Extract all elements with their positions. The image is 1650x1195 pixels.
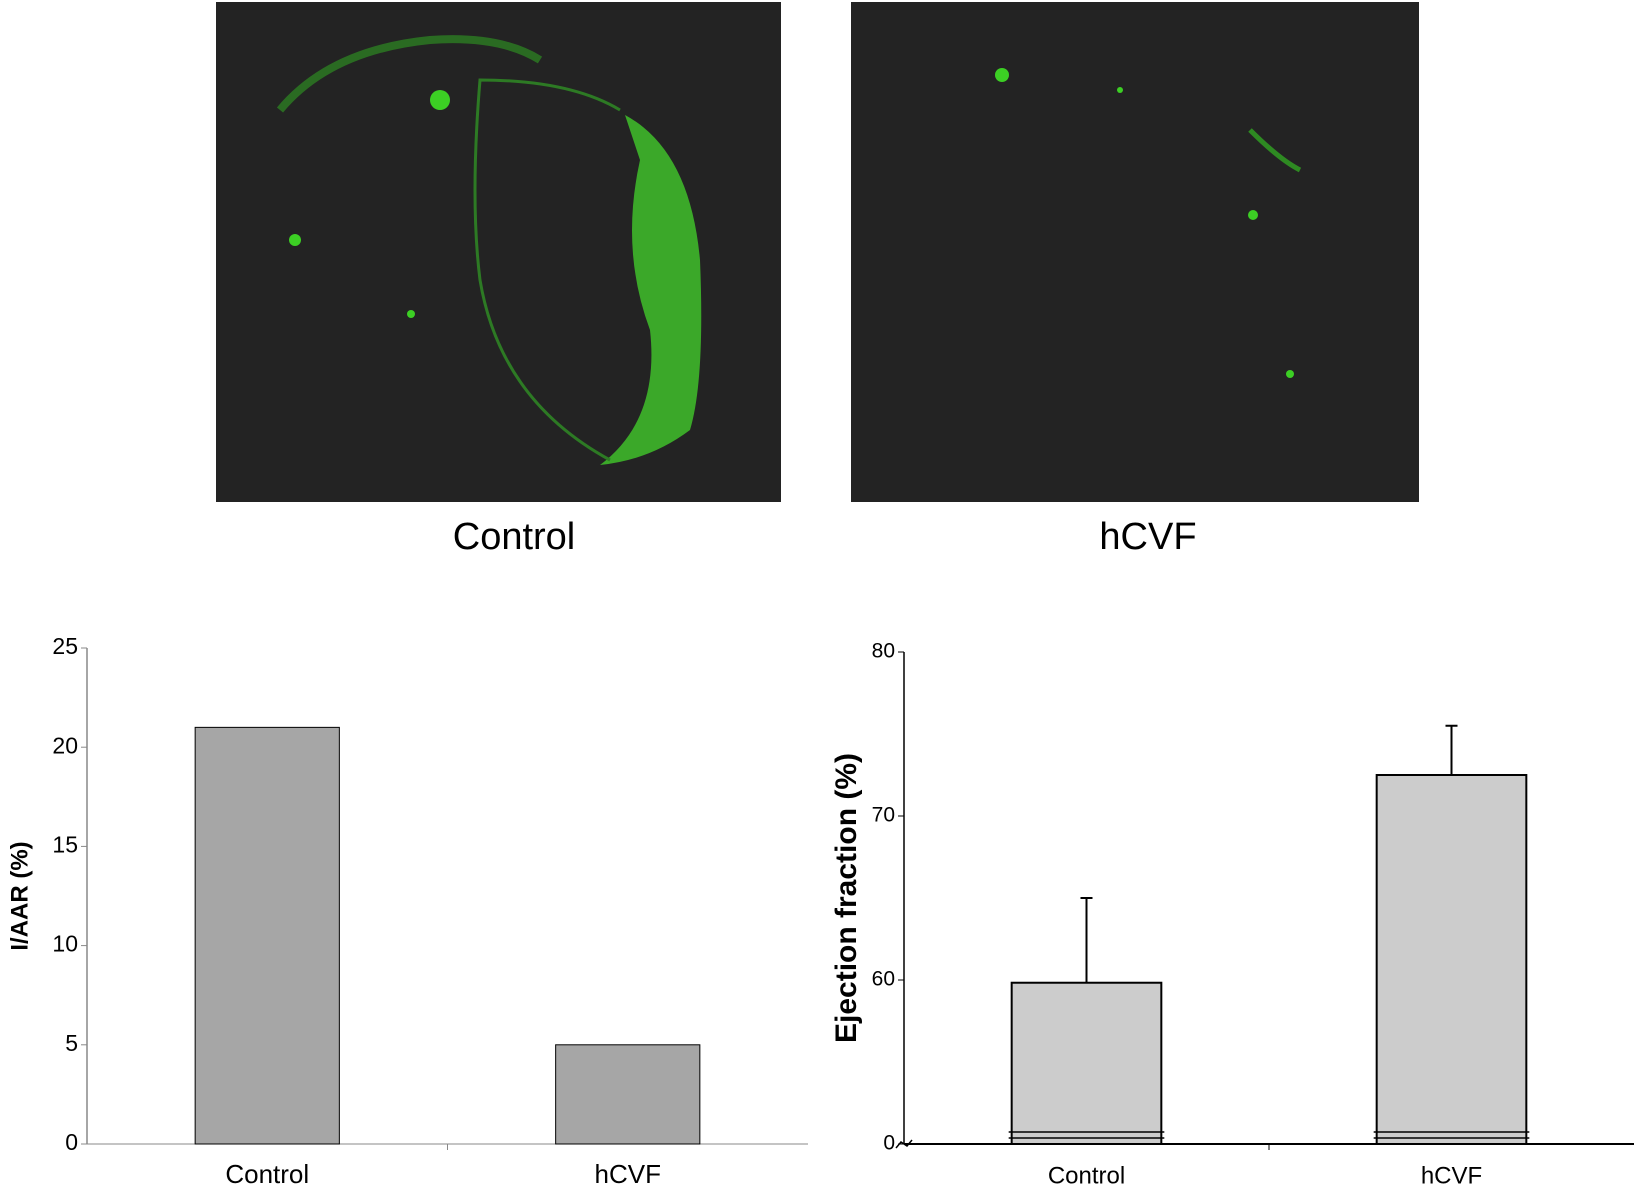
micrograph-hcvf: [851, 2, 1419, 502]
y-tick-label: 20: [52, 732, 78, 758]
error-bar: [1445, 724, 1458, 775]
y-tick-label: 15: [52, 831, 78, 857]
fluorescence: [407, 310, 415, 318]
fluorescence: [276, 35, 543, 113]
bar: [1010, 981, 1163, 1145]
x-tick-label: hCVF: [595, 1159, 661, 1189]
x-tick-label: hCVF: [1421, 1162, 1482, 1189]
fluorescence: [600, 115, 702, 465]
fluorescence: [1248, 128, 1302, 173]
micrograph-control: [216, 2, 781, 502]
y-axis-label: I/AAR (%): [6, 841, 33, 950]
y-tick-label: 5: [65, 1030, 78, 1056]
fluorescence: [430, 90, 450, 110]
fluorescence: [1117, 87, 1123, 93]
x-tick-label: Control: [1048, 1162, 1125, 1189]
x-tick-label: Control: [225, 1159, 309, 1189]
y-axis-label: Ejection fraction (%): [830, 753, 863, 1043]
fluorescence: [1286, 370, 1294, 378]
fluorescence: [995, 68, 1009, 82]
bar: [555, 1044, 701, 1145]
bar-break: [1008, 1131, 1165, 1139]
y-tick-label: 70: [872, 804, 895, 827]
fluorescence: [1248, 210, 1258, 220]
error-bar: [1080, 897, 1093, 983]
bar: [194, 726, 340, 1145]
y-tick-label: 0: [65, 1129, 78, 1155]
y-tick-label: 10: [52, 931, 78, 957]
image-caption: Control: [453, 516, 576, 558]
micrograph: [851, 2, 1419, 502]
y-tick-label: 80: [872, 640, 895, 663]
bar-break: [1373, 1131, 1530, 1139]
fluorescence: [289, 234, 301, 246]
bar: [1375, 774, 1528, 1145]
y-tick-label: 60: [872, 968, 895, 991]
y-tick-label: 0: [883, 1132, 895, 1155]
y-tick-label: 25: [52, 633, 78, 659]
fluorescence: [473, 78, 621, 462]
image-caption: hCVF: [1099, 516, 1196, 558]
